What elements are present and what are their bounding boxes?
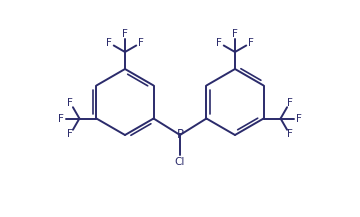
Text: F: F <box>287 129 293 139</box>
Text: F: F <box>287 98 293 108</box>
Text: F: F <box>122 29 128 39</box>
Text: Cl: Cl <box>175 157 185 167</box>
Text: F: F <box>296 113 302 123</box>
Text: F: F <box>232 29 238 39</box>
Text: F: F <box>67 129 73 139</box>
Text: F: F <box>106 38 112 49</box>
Text: P: P <box>176 128 184 141</box>
Text: F: F <box>216 38 222 49</box>
Text: F: F <box>248 38 254 49</box>
Text: F: F <box>58 113 64 123</box>
Text: F: F <box>67 98 73 108</box>
Text: F: F <box>138 38 144 49</box>
